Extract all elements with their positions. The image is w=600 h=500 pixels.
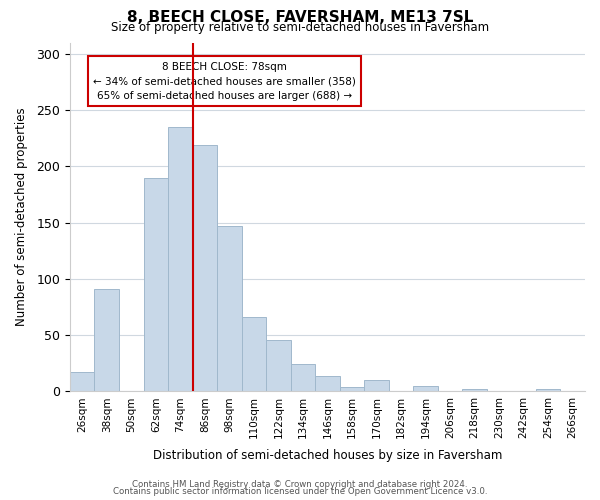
X-axis label: Distribution of semi-detached houses by size in Faversham: Distribution of semi-detached houses by … xyxy=(153,450,502,462)
Text: 8 BEECH CLOSE: 78sqm
← 34% of semi-detached houses are smaller (358)
65% of semi: 8 BEECH CLOSE: 78sqm ← 34% of semi-detac… xyxy=(93,62,356,102)
Text: Size of property relative to semi-detached houses in Faversham: Size of property relative to semi-detach… xyxy=(111,21,489,34)
Bar xyxy=(193,145,217,392)
Text: Contains public sector information licensed under the Open Government Licence v3: Contains public sector information licen… xyxy=(113,487,487,496)
Bar xyxy=(413,386,438,392)
Bar xyxy=(364,380,389,392)
Bar xyxy=(143,178,168,392)
Y-axis label: Number of semi-detached properties: Number of semi-detached properties xyxy=(15,108,28,326)
Bar xyxy=(168,127,193,392)
Bar xyxy=(290,364,315,392)
Bar xyxy=(70,372,94,392)
Bar xyxy=(463,389,487,392)
Bar xyxy=(242,317,266,392)
Bar xyxy=(536,389,560,392)
Bar xyxy=(217,226,242,392)
Bar xyxy=(266,340,290,392)
Text: 8, BEECH CLOSE, FAVERSHAM, ME13 7SL: 8, BEECH CLOSE, FAVERSHAM, ME13 7SL xyxy=(127,10,473,25)
Bar xyxy=(94,289,119,392)
Bar xyxy=(315,376,340,392)
Text: Contains HM Land Registry data © Crown copyright and database right 2024.: Contains HM Land Registry data © Crown c… xyxy=(132,480,468,489)
Bar xyxy=(340,387,364,392)
